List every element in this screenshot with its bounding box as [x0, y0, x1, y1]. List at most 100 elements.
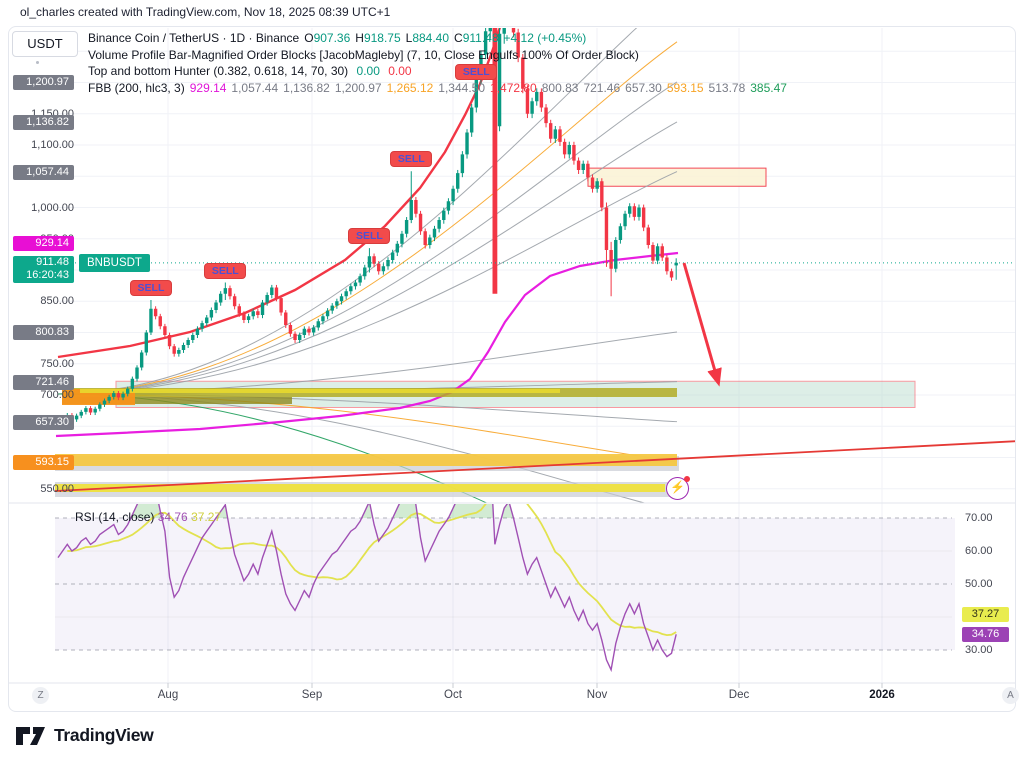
- candle-body: [623, 213, 627, 227]
- candle-body: [284, 312, 288, 325]
- attribution-text: ol_charles created with TradingView.com,…: [20, 5, 391, 19]
- candle-body: [200, 323, 204, 329]
- candle-body: [530, 101, 534, 114]
- candle-body: [446, 201, 451, 211]
- candle-body: [163, 326, 167, 335]
- candle-body: [144, 332, 149, 353]
- candle-body: [674, 262, 678, 266]
- candle-body: [497, 33, 502, 127]
- candle-body: [153, 308, 158, 317]
- alert-lightning-button[interactable]: ⚡: [666, 476, 690, 500]
- candle-body: [316, 321, 320, 328]
- candle-body: [205, 317, 209, 324]
- candle-body: [390, 252, 395, 260]
- projection-arrow: [682, 262, 722, 387]
- candle-body: [237, 306, 241, 314]
- candle-body: [181, 345, 186, 350]
- candle-body: [88, 408, 93, 413]
- price-level-badge: 1,200.97: [13, 74, 74, 90]
- candle-body: [172, 346, 176, 354]
- indicator-name: FBB (200, hlc3, 3): [88, 81, 185, 95]
- rsi-ma-line: [67, 504, 677, 637]
- candle-body: [469, 107, 474, 133]
- candle-body: [456, 173, 460, 189]
- candle-body: [232, 296, 237, 307]
- current-price-badge: 911.48 16:20:43: [13, 255, 74, 283]
- rsi-overbought-fill: [130, 504, 162, 518]
- candle-body: [270, 287, 274, 295]
- candle-body: [139, 352, 144, 368]
- candle-body: [167, 335, 172, 347]
- price-tick-label: 700.00: [40, 389, 74, 401]
- timezone-button[interactable]: Z: [32, 687, 49, 704]
- time-axis-label: Nov: [586, 689, 608, 701]
- price-level-badge: 1,136.82: [13, 114, 74, 130]
- candle-body: [79, 411, 83, 416]
- alert-dot-icon: [684, 476, 690, 482]
- fbb-value: 800.83: [541, 81, 579, 95]
- price-level-badge: 929.14: [13, 235, 74, 251]
- currency-toggle-button[interactable]: USDT: [12, 31, 78, 57]
- candle-body: [349, 286, 353, 292]
- rsi-value: 34.76: [157, 510, 188, 524]
- candle-body: [614, 240, 618, 269]
- fbb-band-line: [57, 28, 638, 395]
- fbb-value: 1,344.50: [438, 81, 486, 95]
- candle-body: [572, 145, 576, 161]
- candle-body: [302, 328, 307, 335]
- candle-body: [209, 310, 214, 318]
- ohlc-value: L884.40: [405, 31, 450, 45]
- adjust-button[interactable]: A: [1002, 687, 1019, 704]
- symbol-title: Binance Coin / TetherUS · 1D · Binance: [88, 31, 300, 45]
- fbb-value: 657.30: [625, 81, 662, 95]
- symbol-price-tag: BNBUSDT: [79, 253, 150, 272]
- volume-profile-band: [55, 484, 665, 492]
- price-level-badge: 800.83: [13, 324, 74, 340]
- rsi-tick-label: 50.00: [965, 578, 993, 590]
- price-tick-label: 850.00: [40, 295, 74, 308]
- candle-body: [548, 123, 553, 139]
- candle-body: [437, 220, 441, 229]
- rsi-legend[interactable]: RSI (14, close) 34.76 37.27: [75, 510, 221, 524]
- candle-body: [581, 163, 585, 170]
- candle-body: [507, 4, 510, 13]
- candle-body: [395, 243, 400, 253]
- candle-body: [669, 271, 674, 278]
- fbb-value: 513.78: [708, 81, 746, 95]
- candle-body: [409, 200, 413, 220]
- indicator-legend-volume-profile[interactable]: Volume Profile Bar-Magnified Order Block…: [88, 48, 639, 62]
- candle-body: [595, 181, 599, 189]
- change-value: +4.12 (+0.45%): [503, 31, 587, 45]
- candle-body: [242, 313, 246, 320]
- candle-body: [586, 163, 590, 178]
- candle-body: [465, 132, 469, 155]
- rsi-tick-label: 30.00: [965, 644, 993, 656]
- indicator-legend-fbb[interactable]: FBB (200, hlc3, 3) 929.14 1,057.44 1,136.82…: [88, 81, 787, 95]
- candle-body: [223, 288, 228, 294]
- fbb-upper-red-line: [57, 28, 501, 359]
- candle-body: [562, 141, 567, 155]
- candle-body: [107, 396, 111, 401]
- candle-body: [535, 91, 539, 102]
- volume-profile-band: [62, 397, 292, 404]
- candle-body: [511, 28, 516, 33]
- candle-body: [116, 393, 121, 398]
- candle-body: [130, 378, 135, 389]
- candle-body: [442, 210, 446, 220]
- fbb-value: 385.47: [750, 81, 787, 95]
- candle-body: [451, 188, 455, 202]
- fbb-band-line: [57, 171, 678, 395]
- sell-marker-label: SELL: [348, 228, 391, 245]
- candle-body: [428, 237, 432, 245]
- ohlc-value: O907.36: [304, 31, 351, 45]
- price-tick-label: 750.00: [40, 357, 74, 370]
- candle-body: [377, 263, 381, 272]
- candle-body: [279, 298, 283, 313]
- candle-body: [516, 32, 520, 58]
- fbb-value: 593.15: [666, 81, 704, 95]
- time-axis-label: Dec: [728, 689, 750, 701]
- symbol-legend-row[interactable]: Binance Coin / TetherUS · 1D · Binance O9…: [88, 31, 586, 45]
- indicator-legend-top-bottom-hunter[interactable]: Top and bottom Hunter (0.382, 0.618, 14,…: [88, 64, 412, 78]
- trendline: [55, 440, 1016, 492]
